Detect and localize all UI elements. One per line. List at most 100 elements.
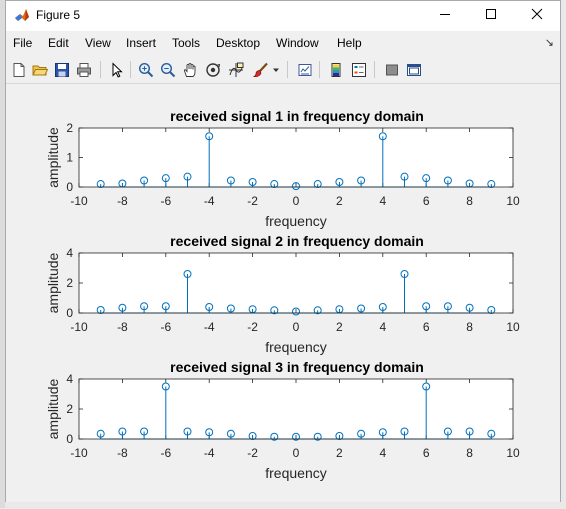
chart-2-stem-marker [183,270,192,278]
close-button[interactable] [514,1,560,31]
menu-file[interactable]: File [13,36,33,50]
chart-3-x-tick-label: 4 [379,446,386,460]
chart-3-stem-marker [487,429,496,438]
new-file-icon[interactable] [9,60,28,79]
chart-1-x-tick-label: 10 [506,194,520,208]
show-plot-tools-icon[interactable] [404,60,423,79]
chart-3-x-axis-label: frequency [265,465,326,481]
matlab-logo-icon [14,8,30,24]
chart-1-stem-marker [335,177,344,186]
hide-plot-tools-icon[interactable] [382,60,401,79]
chart-1-stem-marker [226,176,235,185]
chart-1-axes-background [79,128,513,187]
chart-2-x-tick-label: 8 [466,320,473,334]
chart-2-x-tick-label: 4 [379,320,386,334]
chart-2-x-tick-label: 10 [506,320,520,334]
chart-3-x-tick-label: -4 [204,446,215,460]
chart-3-stem-marker [422,382,431,391]
zoom-in-icon[interactable] [136,60,155,79]
menu-tools[interactable]: Tools [172,36,201,50]
figure-canvas: -10 -8 -6 -4 -2 0 2 4 6 8 10 0 1 2 received signal 1 i… [6,84,560,502]
open-folder-icon[interactable] [30,60,49,79]
menu-expand-icon[interactable]: ↘ [544,37,554,49]
link-plot-icon[interactable] [295,60,314,79]
toolbar-separator [374,61,375,78]
chart-3-x-tick-label: -8 [117,446,128,460]
chart-3-stem-marker [248,432,257,440]
rotate-3d-icon[interactable] [203,60,222,79]
chart-1-stem-marker [487,180,496,189]
chart-1-x-tick-label: 0 [293,194,300,208]
chart-1-stem-marker [96,180,105,189]
figure-window: Figure 5 File Edit View Insert Tools Des… [5,0,561,502]
chart-3-stem-marker [118,427,127,436]
chart-3-x-tick-label: 6 [423,446,430,460]
chart-2-x-tick-label: -4 [204,320,215,334]
print-icon[interactable] [74,60,93,79]
chart-3-stem-marker [205,428,214,437]
chart-1-x-tick-label: 8 [466,194,473,208]
chart-1-stem-marker [378,132,387,141]
chart-2-stem-marker [400,270,409,278]
close-icon [531,7,543,25]
chart-3-stem-marker [292,432,300,441]
chart-1-y-axis-label: amplitude [45,127,61,188]
chart-2-x-tick-label: 0 [293,320,300,334]
menu-desktop[interactable]: Desktop [216,36,261,50]
chart-2-y-axis-label: amplitude [45,252,61,313]
pointer-icon[interactable] [107,60,126,79]
chart-1-y-tick-label: 1 [66,151,73,165]
menu-help[interactable]: Help [337,36,362,50]
maximize-button[interactable] [468,1,514,31]
chart-2-x-tick-label: -10 [70,320,88,334]
chart-1-stem-marker [140,176,149,185]
chart-1-stem-marker [443,176,452,185]
chart-2-stem-marker [96,306,105,314]
chart-2-stem-marker [270,306,279,315]
menu-window[interactable]: Window [276,36,319,50]
chart-2-stem-marker [313,306,322,315]
toolbar-separator [130,61,131,78]
brush-dropdown-icon[interactable] [270,60,282,79]
chart-3-stem-marker [226,429,235,438]
chart-2-stem-marker [465,303,474,312]
chart-3-x-tick-label: 10 [506,446,520,460]
chart-2-stem-marker [487,306,496,314]
chart-3-x-tick-label: 8 [466,446,473,460]
menu-view[interactable]: View [85,36,111,50]
menu-insert[interactable]: Insert [126,36,157,50]
chart-1-stem-marker [292,182,300,191]
legend-icon[interactable] [349,60,368,79]
minimize-button[interactable] [422,1,468,31]
save-icon[interactable] [52,60,71,79]
chart-1-y-tick-label: 0 [66,180,73,194]
chart-3-x-tick-label: 2 [336,446,343,460]
chart-3-y-tick-label: 4 [66,372,73,386]
chart-1-x-tick-label: -6 [160,194,171,208]
chart-1-x-tick-label: 6 [423,194,430,208]
chart-3-stem-marker [400,427,409,436]
chart-3-x-tick-label: 0 [293,446,300,460]
brush-icon[interactable] [251,60,270,79]
chart-3-stem-marker [335,432,344,440]
chart-1-stem-marker [400,172,409,181]
chart-2-axes-box [78,252,514,314]
chart-2-x-axis-label: frequency [265,339,326,355]
chart-1-title: received signal 1 in frequency domain [170,108,424,124]
data-cursor-icon[interactable] [226,60,245,79]
toolbar-separator [100,61,101,78]
chart-2-stem-marker [443,302,452,311]
chart-2-stem-marker [226,304,235,313]
chart-2-stem-marker [161,302,170,311]
chart-3-stem-marker [313,432,322,441]
pan-hand-icon[interactable] [180,60,199,79]
chart-3-stem-marker [161,382,170,391]
chart-3-y-tick-label: 2 [66,402,73,416]
menu-bar: File Edit View Insert Tools Desktop Wind… [6,32,560,54]
zoom-out-icon[interactable] [158,60,177,79]
colorbar-icon[interactable] [327,60,346,79]
menu-edit[interactable]: Edit [48,36,69,50]
chart-3-y-axis-label: amplitude [45,378,61,439]
chart-2-title: received signal 2 in frequency domain [170,233,424,249]
toolbar-separator [319,61,320,78]
